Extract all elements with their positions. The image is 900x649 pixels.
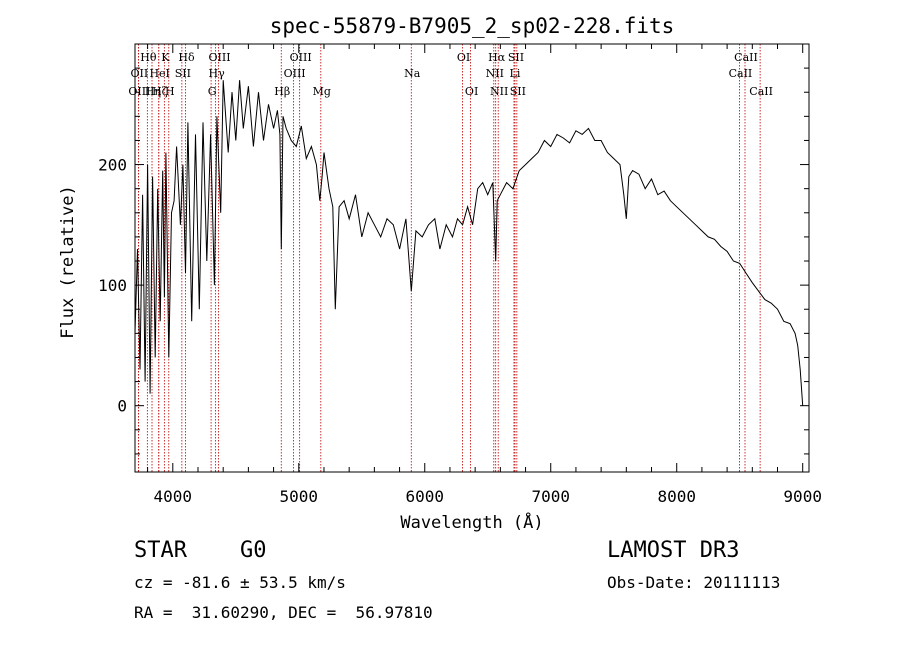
line-marker-label: SII xyxy=(508,51,524,64)
line-marker-label: Hη xyxy=(145,85,161,98)
observation-date: Obs-Date: 20111113 xyxy=(607,573,781,592)
line-marker-label: NII xyxy=(490,85,508,98)
line-marker-label: NII xyxy=(486,67,504,80)
y-tick-label: 0 xyxy=(117,397,127,416)
y-tick-label: 200 xyxy=(98,156,127,175)
line-marker-label: Na xyxy=(404,67,421,80)
line-marker-label: CaII xyxy=(749,85,773,98)
x-tick-label: 5000 xyxy=(280,487,319,506)
line-marker-labels: HθOIIOIIIHηHζHeIKHSIIHδGHγOIIIHβOIIIOIII… xyxy=(128,51,773,98)
flux-series-line xyxy=(134,80,804,406)
line-marker-label: G xyxy=(208,85,217,98)
coordinates: RA = 31.60290, DEC = 56.97810 xyxy=(134,603,433,622)
line-marker-label: OIII xyxy=(284,67,306,80)
line-marker-label: OI xyxy=(465,85,478,98)
redshift-cz: cz = -81.6 ± 53.5 km/s xyxy=(134,573,346,592)
line-marker-label: HeI xyxy=(149,67,169,80)
line-marker-label: OIII xyxy=(208,51,230,64)
x-axis-label: Wavelength (Å) xyxy=(400,511,543,533)
line-marker-label: CaII xyxy=(729,67,753,80)
line-marker-label: Hθ xyxy=(140,51,157,64)
y-axis-label: Flux (relative) xyxy=(58,185,78,339)
line-marker-label: SII xyxy=(510,85,526,98)
line-marker-label: SII xyxy=(175,67,191,80)
line-marker-label: OI xyxy=(457,51,470,64)
x-tick-label: 7000 xyxy=(531,487,570,506)
x-tick-label: 9000 xyxy=(783,487,822,506)
survey-name: LAMOST DR3 xyxy=(607,538,740,563)
line-marker-label: OIII xyxy=(128,85,150,98)
x-tick-label: 6000 xyxy=(405,487,444,506)
line-marker-label: Hβ xyxy=(274,85,290,98)
plot-frame xyxy=(134,43,810,473)
line-marker-label: Hα xyxy=(488,51,506,64)
y-axis: 0 100 200 xyxy=(98,67,809,455)
object-subclass: G0 xyxy=(240,538,267,563)
line-marker-label: K xyxy=(161,51,170,64)
x-tick-label: 8000 xyxy=(657,487,696,506)
object-class: STAR xyxy=(134,538,187,563)
line-marker-label: Hδ xyxy=(178,51,195,64)
x-tick-label: 4000 xyxy=(154,487,193,506)
line-marker-lines xyxy=(138,44,761,472)
y-tick-label: 100 xyxy=(98,276,127,295)
line-marker-label: Hγ xyxy=(209,67,226,80)
x-axis: 4000 5000 6000 7000 8000 9000 xyxy=(147,44,822,506)
line-marker-label: OIII xyxy=(290,51,312,64)
line-marker-label: Mg xyxy=(313,85,331,98)
line-marker-label: H xyxy=(165,85,175,98)
line-marker-label: Li xyxy=(510,67,521,80)
chart-title: spec-55879-B7905_2_sp02-228.fits xyxy=(270,14,675,38)
line-marker-label: OII xyxy=(131,67,149,80)
line-marker-label: CaII xyxy=(734,51,758,64)
line-marker-label: Hζ xyxy=(152,85,168,98)
